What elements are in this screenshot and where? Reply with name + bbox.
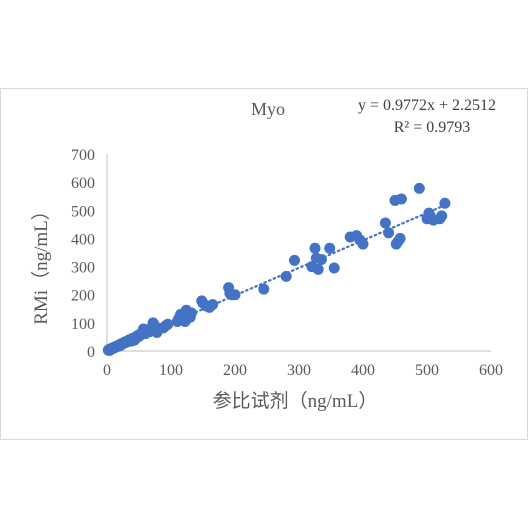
- x-tick-label: 400: [351, 362, 375, 379]
- x-tick-label: 300: [287, 362, 311, 379]
- y-tick-label: 200: [71, 288, 95, 305]
- y-tick-label: 100: [71, 316, 95, 333]
- data-point: [207, 299, 219, 311]
- x-tick-label: 200: [223, 362, 247, 379]
- x-tick-label: 500: [415, 362, 439, 379]
- data-point: [162, 318, 174, 330]
- data-point: [309, 242, 321, 254]
- trendline-equation: y = 0.9772x + 2.2512: [358, 97, 496, 114]
- data-point: [383, 227, 395, 239]
- x-axis-label: 参比试剂（ng/mL）: [213, 390, 378, 412]
- data-point: [328, 262, 340, 274]
- data-point: [258, 283, 270, 295]
- chart-area: Myo y = 0.9772x + 2.2512 R² = 0.9793 0 10…: [0, 88, 528, 440]
- data-point: [315, 254, 327, 266]
- y-tick-label: 500: [71, 203, 95, 220]
- tick-labels: 0 100 200 300 400 500 600 0 100 200 300 400 500 600 70…: [71, 147, 503, 379]
- y-tick-label: 700: [71, 147, 95, 164]
- y-tick-label: 0: [87, 344, 95, 361]
- data-points: [102, 182, 451, 356]
- data-point: [379, 217, 391, 229]
- y-tick-label: 600: [71, 175, 95, 192]
- data-point: [229, 289, 241, 301]
- x-tick-label: 0: [103, 362, 111, 379]
- data-point: [289, 254, 301, 266]
- y-tick-label: 300: [71, 260, 95, 277]
- data-point: [394, 232, 406, 244]
- data-point: [413, 182, 425, 194]
- data-point: [324, 242, 336, 254]
- trendline-r2: R² = 0.9793: [394, 119, 471, 136]
- data-point: [439, 197, 451, 209]
- chart-title: Myo: [251, 99, 285, 119]
- data-point: [185, 307, 197, 319]
- x-tick-label: 600: [479, 362, 503, 379]
- data-point: [312, 263, 324, 275]
- data-point: [357, 238, 369, 250]
- scatter-chart: Myo y = 0.9772x + 2.2512 R² = 0.9793 0 10…: [30, 97, 503, 412]
- data-point: [280, 270, 292, 282]
- data-point: [395, 193, 407, 205]
- x-tick-label: 100: [159, 362, 183, 379]
- y-axis-label: RMi（ng/mL）: [30, 201, 52, 325]
- y-tick-label: 400: [71, 231, 95, 248]
- axes: [106, 154, 491, 352]
- data-point: [436, 210, 448, 222]
